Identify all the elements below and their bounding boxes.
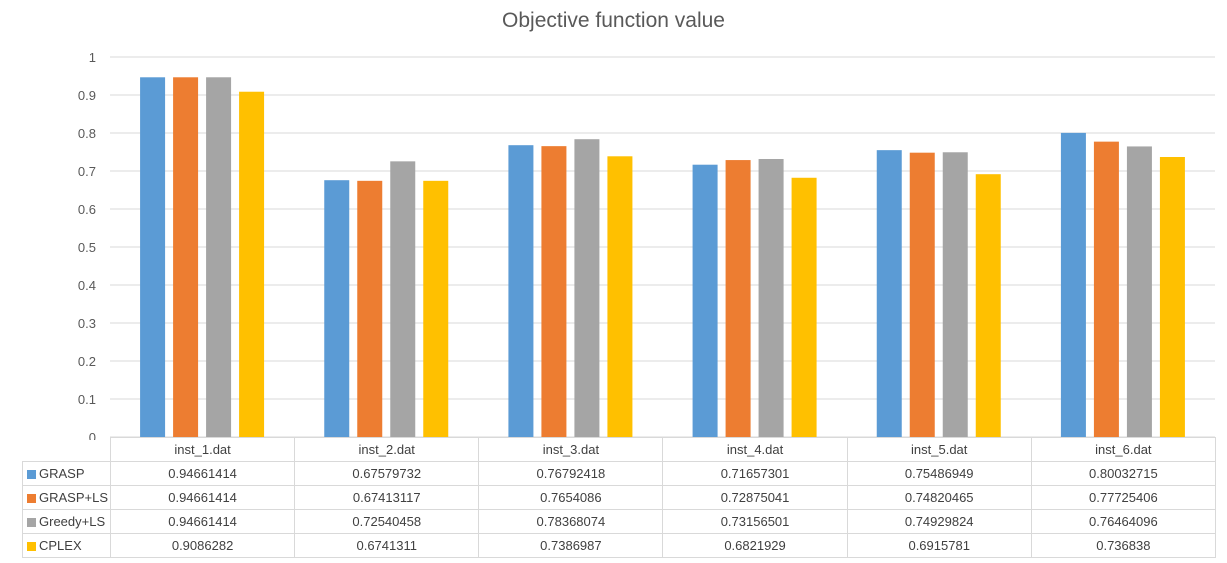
bar-grasp-ls-5	[909, 152, 935, 437]
legend-swatch	[27, 518, 36, 527]
category-label: inst_4.dat	[662, 437, 848, 462]
bar-greedy-ls-6	[1126, 146, 1152, 437]
bar-grasp-4	[692, 164, 718, 437]
data-value-cell: 0.76792418	[478, 461, 664, 486]
y-tick-label: 0.1	[78, 392, 96, 407]
bar-cplex-2	[423, 180, 449, 437]
data-value-cell: 0.7386987	[478, 533, 664, 558]
data-table: inst_1.dat inst_2.dat inst_3.dat inst_4.dat…	[22, 437, 1216, 558]
table-row: Greedy+LS 0.94661414 0.72540458 0.78368074 0…	[22, 509, 1216, 534]
series-name: GRASP+LS	[39, 490, 109, 505]
data-value-cell: 0.67579732	[294, 461, 480, 486]
bars	[140, 77, 1185, 438]
bar-grasp-ls-4	[725, 160, 751, 438]
category-label: inst_6.dat	[1030, 437, 1216, 462]
table-corner-cell	[22, 437, 111, 462]
data-value-cell: 0.80032715	[1030, 461, 1216, 486]
legend-entry: CPLEX	[22, 533, 111, 558]
data-value-cell: 0.72540458	[294, 509, 480, 534]
legend-entry: GRASP+LS	[22, 485, 111, 510]
data-value-cell: 0.77725406	[1030, 485, 1216, 510]
data-value-cell: 0.736838	[1030, 533, 1216, 558]
category-label: inst_3.dat	[478, 437, 664, 462]
data-value-cell: 0.94661414	[109, 485, 296, 510]
y-tick-label: 0.2	[78, 354, 96, 369]
bar-greedy-ls-5	[942, 152, 968, 437]
bar-grasp-5	[876, 150, 902, 437]
legend-swatch	[27, 494, 36, 503]
data-value-cell: 0.6741311	[294, 533, 480, 558]
data-value-cell: 0.75486949	[846, 461, 1032, 486]
category-label: inst_1.dat	[109, 437, 296, 462]
bar-greedy-ls-4	[758, 159, 784, 437]
data-value-cell: 0.71657301	[662, 461, 848, 486]
bar-grasp-1	[140, 77, 166, 438]
y-tick-label: 0.7	[78, 164, 96, 179]
legend-swatch	[27, 470, 36, 479]
bar-grasp-3	[508, 145, 534, 437]
bar-grasp-2	[324, 180, 350, 437]
y-tick-label: 0.4	[78, 278, 96, 293]
series-name: CPLEX	[39, 538, 82, 553]
category-label: inst_2.dat	[294, 437, 480, 462]
bar-greedy-ls-1	[206, 77, 232, 438]
data-value-cell: 0.6821929	[662, 533, 848, 558]
y-tick-label: 1	[89, 50, 96, 65]
data-value-cell: 0.76464096	[1030, 509, 1216, 534]
series-name: Greedy+LS	[39, 514, 106, 529]
y-tick-label: 0	[89, 430, 96, 440]
data-value-cell: 0.94661414	[109, 509, 296, 534]
y-tick-label: 0.5	[78, 240, 96, 255]
legend-entry: Greedy+LS	[22, 509, 111, 534]
bar-grasp-ls-6	[1093, 141, 1119, 437]
legend-entry: GRASP	[22, 461, 111, 486]
bar-cplex-6	[1159, 157, 1185, 437]
gridlines	[110, 56, 1215, 438]
series-name: GRASP	[39, 466, 85, 481]
data-value-cell: 0.7654086	[478, 485, 664, 510]
table-row: GRASP+LS 0.94661414 0.67413117 0.7654086 0.7…	[22, 485, 1216, 510]
data-value-cell: 0.94661414	[109, 461, 296, 486]
bar-grasp-ls-3	[541, 146, 567, 438]
bar-grasp-ls-1	[173, 77, 199, 438]
data-value-cell: 0.6915781	[846, 533, 1032, 558]
bar-grasp-ls-2	[357, 180, 383, 438]
data-value-cell: 0.9086282	[109, 533, 296, 558]
bar-greedy-ls-2	[390, 161, 416, 437]
data-value-cell: 0.74929824	[846, 509, 1032, 534]
y-tick-label: 0.9	[78, 88, 96, 103]
y-tick-label: 0.8	[78, 126, 96, 141]
data-value-cell: 0.73156501	[662, 509, 848, 534]
legend-swatch	[27, 542, 36, 551]
bar-cplex-4	[791, 177, 817, 437]
table-row: GRASP 0.94661414 0.67579732 0.76792418 0.716…	[22, 461, 1216, 486]
bar-cplex-3	[607, 156, 633, 437]
table-row: CPLEX 0.9086282 0.6741311 0.7386987 0.682192…	[22, 533, 1216, 558]
bar-greedy-ls-3	[574, 139, 600, 437]
data-value-cell: 0.78368074	[478, 509, 664, 534]
y-tick-label: 0.6	[78, 202, 96, 217]
y-axis-ticks: 0 0.1 0.2 0.3 0.4 0.5 0.6 0.7 0.8 0.9 1	[78, 50, 96, 440]
data-value-cell: 0.67413117	[294, 485, 480, 510]
data-value-cell: 0.72875041	[662, 485, 848, 510]
data-value-cell: 0.74820465	[846, 485, 1032, 510]
chart-plot: 0 0.1 0.2 0.3 0.4 0.5 0.6 0.7 0.8 0.9 1	[78, 50, 1215, 440]
table-header-row: inst_1.dat inst_2.dat inst_3.dat inst_4.dat…	[22, 437, 1216, 462]
y-tick-label: 0.3	[78, 316, 96, 331]
bar-cplex-1	[239, 91, 265, 437]
bar-cplex-5	[975, 174, 1001, 437]
category-label: inst_5.dat	[846, 437, 1032, 462]
bar-grasp-6	[1060, 132, 1086, 438]
chart-title: Objective function value	[502, 9, 725, 32]
